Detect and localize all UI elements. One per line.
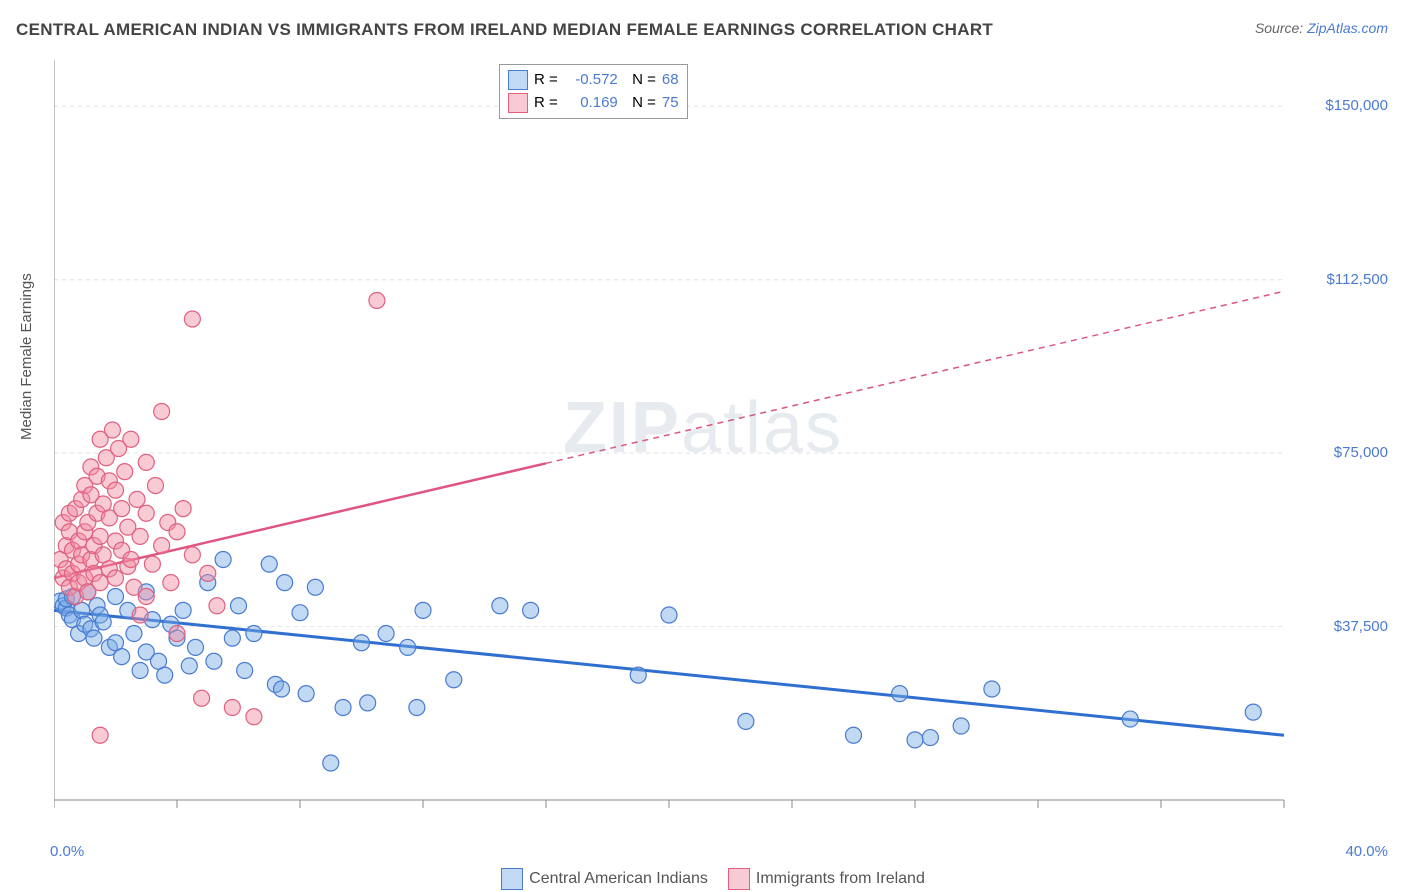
correlation-box: R = -0.572 N = 68 R = 0.169 N = 75 (499, 64, 688, 119)
corr-n-value: 75 (662, 92, 679, 115)
chart-area (54, 60, 1384, 830)
legend-swatch (501, 868, 523, 890)
corr-r-value: -0.572 (564, 69, 618, 92)
corr-n-value: 68 (662, 69, 679, 92)
corr-r-label: R = (534, 69, 558, 92)
source-link[interactable]: ZipAtlas.com (1307, 20, 1388, 36)
corr-n-label: N = (624, 92, 656, 115)
y-tick-label: $150,000 (1325, 97, 1388, 114)
corr-r-label: R = (534, 92, 558, 115)
corr-n-label: N = (624, 69, 656, 92)
x-max-label: 40.0% (1345, 843, 1388, 860)
y-tick-label: $75,000 (1334, 444, 1388, 461)
legend-swatch (728, 868, 750, 890)
chart-title: CENTRAL AMERICAN INDIAN VS IMMIGRANTS FR… (16, 20, 993, 40)
legend-swatch (508, 70, 528, 90)
source-label: Source: ZipAtlas.com (1255, 20, 1388, 36)
legend-label: Immigrants from Ireland (756, 870, 925, 887)
y-tick-label: $112,500 (1327, 271, 1388, 288)
y-tick-label: $37,500 (1334, 618, 1388, 635)
x-min-label: 0.0% (50, 843, 84, 860)
bottom-legend: Central American Indians Immigrants from … (0, 868, 1406, 890)
source-prefix: Source: (1255, 20, 1307, 36)
corr-r-value: 0.169 (564, 92, 618, 115)
scatter-chart (54, 60, 1384, 830)
legend-swatch (508, 93, 528, 113)
legend-label: Central American Indians (529, 870, 708, 887)
y-axis-label: Median Female Earnings (18, 273, 35, 440)
